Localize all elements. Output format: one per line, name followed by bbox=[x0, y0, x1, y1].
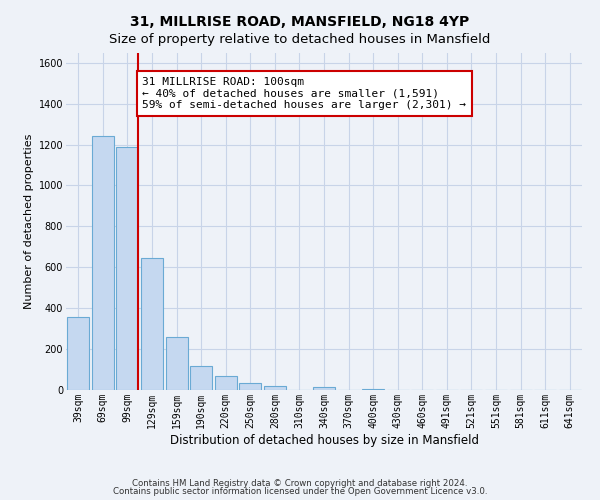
Bar bbox=[239, 383, 262, 390]
Bar bbox=[67, 318, 89, 390]
Bar bbox=[141, 258, 163, 390]
Bar bbox=[116, 146, 139, 390]
Bar bbox=[264, 386, 286, 390]
Bar bbox=[190, 366, 212, 390]
Text: 31, MILLRISE ROAD, MANSFIELD, NG18 4YP: 31, MILLRISE ROAD, MANSFIELD, NG18 4YP bbox=[130, 15, 470, 29]
Text: 31 MILLRISE ROAD: 100sqm
← 40% of detached houses are smaller (1,591)
59% of sem: 31 MILLRISE ROAD: 100sqm ← 40% of detach… bbox=[142, 77, 466, 110]
Bar bbox=[92, 136, 114, 390]
X-axis label: Distribution of detached houses by size in Mansfield: Distribution of detached houses by size … bbox=[170, 434, 479, 446]
Y-axis label: Number of detached properties: Number of detached properties bbox=[25, 134, 34, 309]
Bar bbox=[313, 387, 335, 390]
Text: Contains public sector information licensed under the Open Government Licence v3: Contains public sector information licen… bbox=[113, 487, 487, 496]
Text: Size of property relative to detached houses in Mansfield: Size of property relative to detached ho… bbox=[109, 32, 491, 46]
Bar bbox=[362, 389, 384, 390]
Text: Contains HM Land Registry data © Crown copyright and database right 2024.: Contains HM Land Registry data © Crown c… bbox=[132, 478, 468, 488]
Bar bbox=[215, 376, 237, 390]
Bar bbox=[166, 337, 188, 390]
